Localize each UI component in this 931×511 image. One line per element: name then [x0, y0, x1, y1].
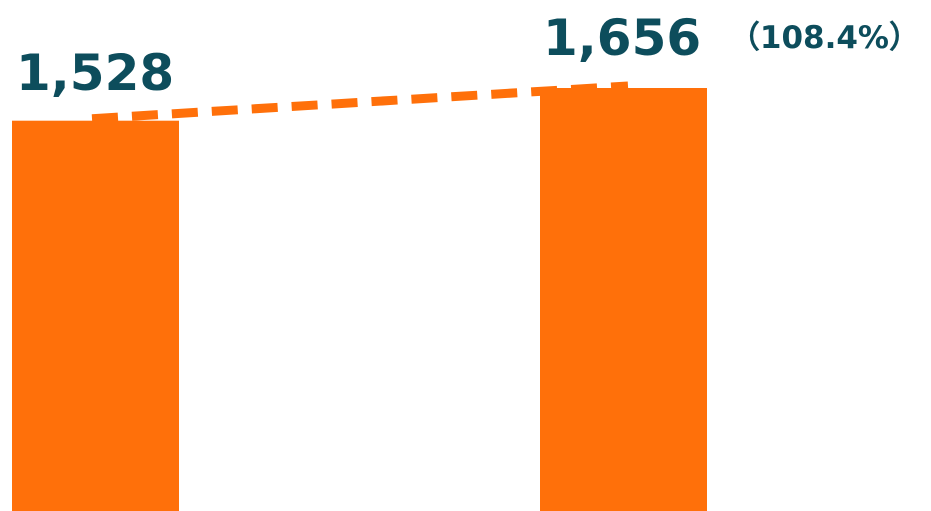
bar-1	[12, 120, 179, 511]
bar-2	[540, 88, 707, 511]
data-label-bar-2: 1,656	[543, 9, 701, 67]
data-label-bar-1: 1,528	[16, 44, 174, 102]
growth-rate-label: （108.4%）	[729, 20, 920, 56]
trend-line	[91, 81, 629, 124]
bars-group	[12, 88, 707, 511]
